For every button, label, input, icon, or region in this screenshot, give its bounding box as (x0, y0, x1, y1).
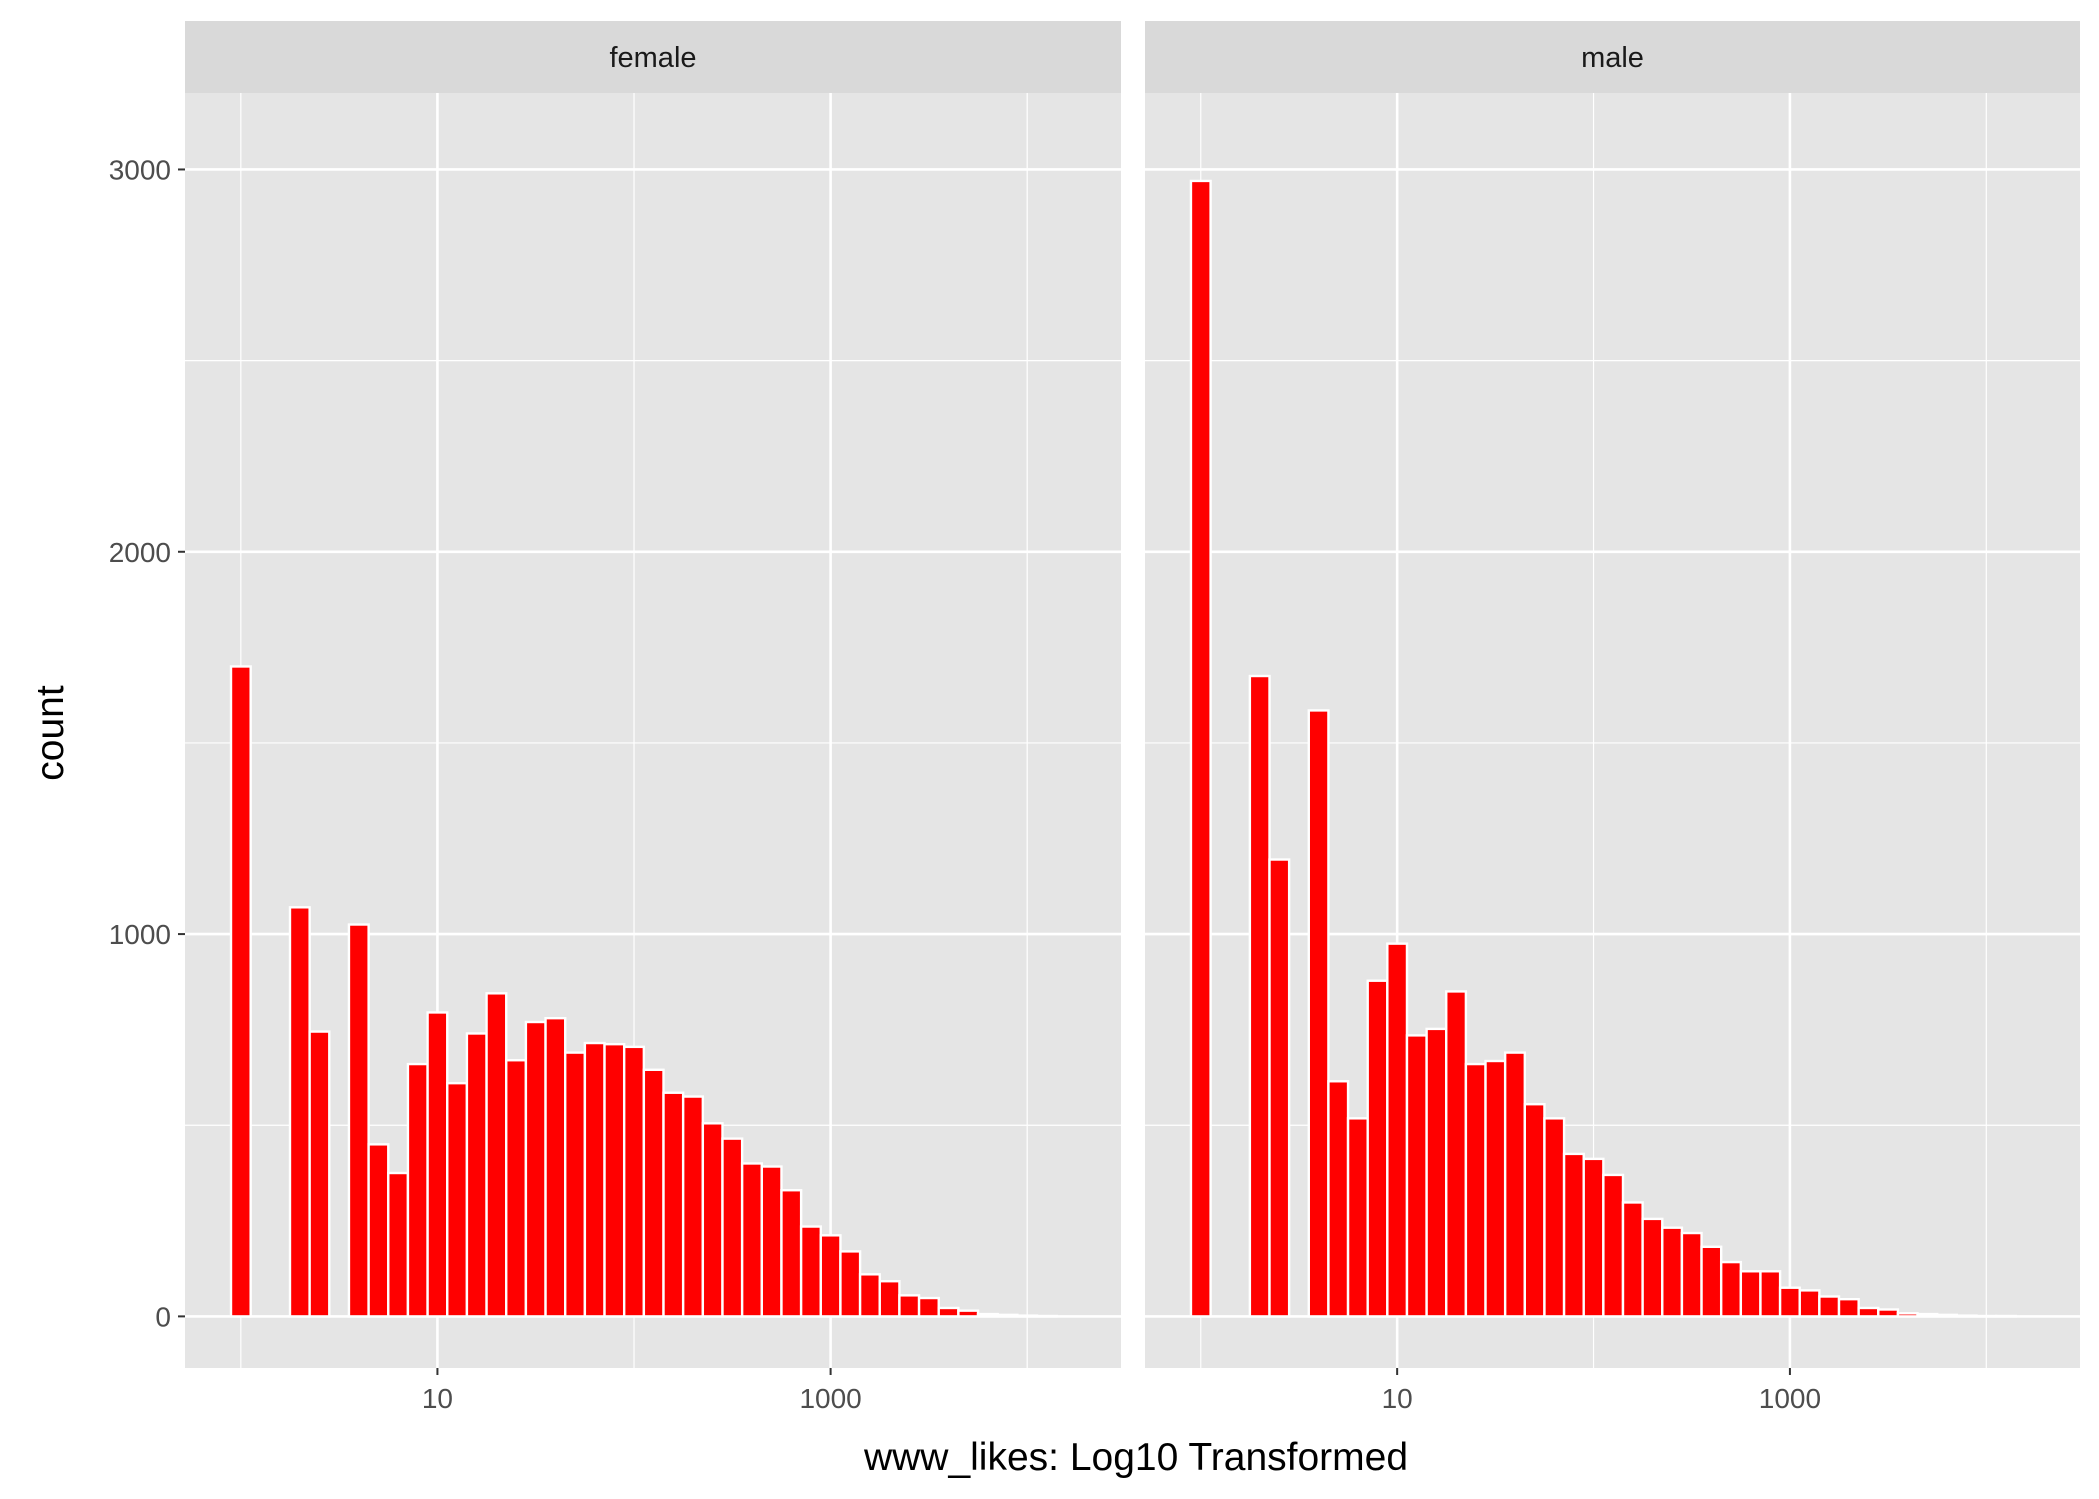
histogram-bar (1719, 1260, 1743, 1318)
histogram-bar (308, 1030, 331, 1318)
histogram-bar (957, 1309, 980, 1318)
histogram-bar (1248, 674, 1271, 1318)
histogram-bar (858, 1273, 881, 1318)
histogram-bar (1543, 1117, 1566, 1318)
histogram-bar (996, 1313, 1019, 1318)
y-tick-label: 1000 (109, 919, 171, 950)
x-tick-label: 1000 (799, 1383, 861, 1414)
histogram-bar (1464, 1062, 1487, 1318)
histogram-bar (1896, 1312, 1919, 1318)
histogram-bar (465, 1032, 488, 1318)
histogram-bar (1346, 1117, 1369, 1318)
histogram-bar (740, 1162, 764, 1318)
histogram-bar (1857, 1306, 1880, 1318)
histogram-bar (839, 1250, 862, 1318)
y-axis: 0 1000 2000 3000 (109, 154, 185, 1332)
y-tick-label: 3000 (109, 154, 171, 185)
y-axis-title: count (29, 685, 72, 781)
histogram-bar (1916, 1312, 1939, 1318)
y-tick-label: 2000 (109, 537, 171, 568)
histogram-bar (406, 1062, 429, 1318)
histogram-bar (681, 1095, 705, 1318)
histogram-bar (1837, 1297, 1860, 1318)
x-axis-title: www_likes: Log10 Transformed (863, 1436, 1408, 1479)
panel-male: male 10 1000 (1145, 21, 2080, 1414)
histogram-bar (976, 1312, 999, 1318)
histogram-bar (721, 1137, 744, 1318)
histogram-bar (642, 1068, 665, 1318)
histogram-bar (387, 1171, 410, 1318)
histogram-bar (288, 906, 311, 1318)
histogram-bar (367, 1143, 390, 1318)
histogram-bar (780, 1189, 803, 1318)
histogram-bar (819, 1234, 842, 1318)
histogram-bar (1798, 1289, 1821, 1318)
histogram-bar (1936, 1313, 1959, 1318)
facet-strip (185, 21, 1121, 93)
histogram-bar (701, 1122, 724, 1318)
panel-background (1145, 93, 2080, 1368)
histogram-bar (799, 1225, 822, 1318)
histogram-bar (426, 1011, 449, 1318)
histogram-bar (1700, 1245, 1723, 1318)
histogram-bar (622, 1045, 646, 1318)
histogram-bar (1366, 979, 1389, 1318)
x-tick-label: 10 (1382, 1383, 1413, 1414)
histogram-bar (583, 1041, 606, 1318)
histogram-bar (1386, 942, 1409, 1318)
histogram-bar (1405, 1034, 1428, 1318)
histogram-bar (1739, 1270, 1762, 1318)
histogram-bar (1523, 1103, 1546, 1318)
facet-strip (1145, 21, 2080, 93)
histogram-bar (917, 1296, 940, 1318)
histogram-bar (662, 1091, 685, 1318)
histogram-bar (1955, 1314, 1978, 1318)
histogram-bar (1680, 1231, 1703, 1318)
histogram-bar (1307, 709, 1330, 1318)
histogram-bar (1818, 1295, 1841, 1318)
histogram-bar (1582, 1157, 1605, 1318)
histogram-bar (1621, 1201, 1644, 1318)
histogram-bar (505, 1059, 528, 1318)
facet-strip-label: female (609, 42, 696, 74)
histogram-bar (1327, 1080, 1350, 1318)
histogram-bar (485, 992, 508, 1318)
histogram-bar (229, 665, 252, 1318)
panel-female: female 10 1000 (185, 21, 1121, 1414)
histogram-bar (1503, 1051, 1527, 1318)
histogram-bar (1016, 1314, 1039, 1318)
histogram-bar (1778, 1286, 1801, 1318)
histogram-bar (1484, 1059, 1507, 1318)
histogram-bar (1661, 1226, 1684, 1318)
histogram-bar (564, 1051, 587, 1318)
histogram-bar (544, 1016, 567, 1318)
histogram-bar (1641, 1217, 1664, 1318)
histogram-bar (1602, 1173, 1625, 1318)
histogram-bar (1445, 990, 1468, 1318)
histogram-bar (446, 1081, 469, 1318)
x-tick-label: 10 (422, 1383, 453, 1414)
histogram-bar (603, 1042, 626, 1318)
histogram-bar (1425, 1027, 1448, 1318)
histogram-bar (898, 1294, 921, 1318)
histogram-bar (1189, 179, 1212, 1318)
y-tick-label: 0 (155, 1301, 171, 1332)
histogram-bar (937, 1306, 960, 1318)
panels-layer: female 10 1000 male 10 1000 (185, 21, 2080, 1414)
histogram-bar (347, 923, 370, 1318)
histogram-bar (760, 1165, 783, 1318)
histogram-bar (1268, 858, 1291, 1318)
histogram-bar (878, 1280, 901, 1318)
histogram-bar (1877, 1308, 1900, 1318)
facet-strip-label: male (1581, 42, 1644, 74)
histogram-bar (1759, 1270, 1782, 1318)
histogram-bar (524, 1020, 547, 1318)
x-tick-label: 1000 (1759, 1383, 1821, 1414)
histogram-bar (1562, 1152, 1585, 1318)
